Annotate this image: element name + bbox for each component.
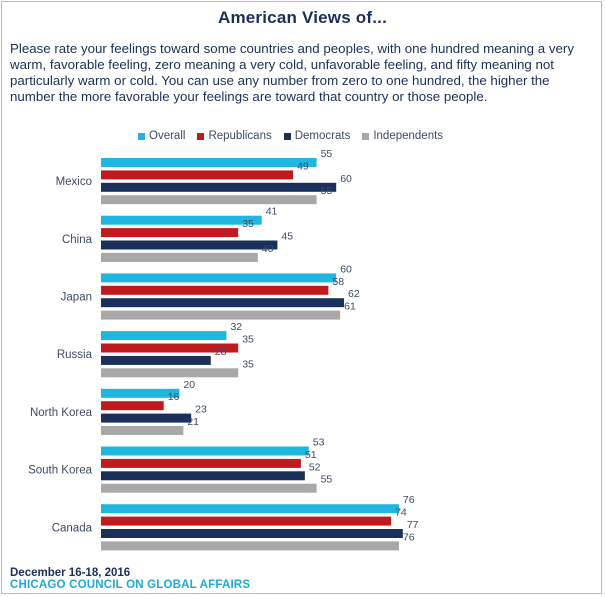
value-label-japan-democrats: 62 bbox=[348, 288, 360, 300]
legend-item-republicans: Republicans bbox=[197, 130, 272, 142]
legend-item-independents: Independents bbox=[362, 130, 443, 142]
bar-north-korea-republicans bbox=[101, 401, 164, 411]
value-label-russia-overall: 32 bbox=[230, 321, 242, 333]
bar-china-overall bbox=[101, 215, 262, 225]
legend-item-overall: Overall bbox=[138, 130, 185, 142]
legend-swatch-democrats bbox=[283, 132, 291, 140]
legend-label-overall: Overall bbox=[149, 130, 186, 142]
bar-north-korea-democrats bbox=[101, 413, 192, 423]
bar-south-korea-republicans bbox=[101, 458, 301, 468]
value-label-mexico-overall: 55 bbox=[321, 148, 333, 160]
value-label-south-korea-republicans: 51 bbox=[305, 449, 317, 461]
bar-south-korea-independents bbox=[101, 483, 317, 493]
value-label-japan-overall: 60 bbox=[340, 263, 352, 275]
footer-source: CHICAGO COUNCIL ON GLOBAL AFFAIRS bbox=[10, 579, 251, 591]
bar-canada-independents bbox=[101, 541, 399, 551]
bar-mexico-republicans bbox=[101, 170, 294, 180]
value-label-north-korea-independents: 21 bbox=[187, 416, 199, 428]
legend-label-independents: Independents bbox=[373, 130, 444, 142]
value-label-japan-independents: 61 bbox=[344, 301, 356, 313]
bar-japan-republicans bbox=[101, 285, 329, 295]
category-label-north-korea: North Korea bbox=[30, 407, 93, 419]
value-label-canada-republicans: 74 bbox=[395, 507, 407, 519]
bar-russia-independents bbox=[101, 368, 239, 378]
category-label-japan: Japan bbox=[61, 292, 92, 304]
value-label-russia-democrats: 28 bbox=[215, 346, 227, 358]
category-label-mexico: Mexico bbox=[56, 176, 92, 188]
value-label-china-overall: 41 bbox=[266, 206, 278, 218]
bar-russia-overall bbox=[101, 331, 227, 341]
category-label-china: China bbox=[62, 234, 93, 246]
value-label-canada-independents: 76 bbox=[403, 531, 415, 543]
value-label-mexico-independents: 55 bbox=[321, 185, 333, 197]
legend-swatch-independents bbox=[362, 132, 370, 140]
value-label-japan-republicans: 58 bbox=[332, 276, 344, 288]
bar-china-republicans bbox=[101, 228, 239, 238]
value-label-china-independents: 40 bbox=[262, 243, 274, 255]
value-label-canada-overall: 76 bbox=[403, 494, 415, 506]
value-label-north-korea-republicans: 16 bbox=[168, 391, 180, 403]
bar-japan-democrats bbox=[101, 298, 345, 308]
bar-russia-republicans bbox=[101, 343, 239, 353]
bar-mexico-overall bbox=[101, 158, 317, 167]
footer-date: December 16-18, 2016 bbox=[10, 567, 131, 579]
category-label-south-korea: South Korea bbox=[28, 465, 93, 477]
legend-swatch-overall bbox=[138, 132, 145, 140]
legend-item-democrats: Democrats bbox=[283, 130, 351, 142]
legend-swatch-republicans bbox=[197, 132, 205, 140]
value-label-canada-democrats: 77 bbox=[407, 519, 419, 531]
chart-title: American Views of... bbox=[217, 8, 388, 27]
bar-mexico-independents bbox=[101, 195, 317, 205]
value-label-russia-republicans: 35 bbox=[242, 334, 254, 346]
value-label-mexico-democrats: 60 bbox=[340, 173, 352, 185]
chart-subtitle: Please rate your feelings toward some co… bbox=[10, 41, 574, 104]
legend-label-republicans: Republicans bbox=[208, 130, 272, 142]
bar-canada-democrats bbox=[101, 529, 403, 538]
value-label-north-korea-overall: 20 bbox=[183, 379, 195, 391]
category-label-canada: Canada bbox=[52, 522, 93, 534]
chart-legend: Overall Republicans Democrats Independen… bbox=[138, 128, 455, 144]
legend-label-democrats: Democrats bbox=[294, 130, 351, 142]
bar-china-democrats bbox=[101, 240, 278, 250]
bar-south-korea-overall bbox=[101, 446, 309, 456]
category-label-russia: Russia bbox=[57, 349, 93, 361]
value-label-china-democrats: 45 bbox=[281, 231, 293, 243]
bar-canada-republicans bbox=[101, 516, 392, 526]
value-label-mexico-republicans: 49 bbox=[297, 160, 309, 172]
bar-north-korea-overall bbox=[101, 388, 180, 398]
value-label-north-korea-democrats: 23 bbox=[195, 404, 207, 416]
bar-japan-independents bbox=[101, 310, 341, 320]
value-label-china-republicans: 35 bbox=[242, 218, 254, 230]
bar-japan-overall bbox=[101, 273, 337, 283]
value-label-south-korea-democrats: 52 bbox=[309, 461, 321, 473]
bar-russia-democrats bbox=[101, 355, 211, 365]
value-label-south-korea-overall: 53 bbox=[313, 437, 325, 449]
value-label-south-korea-independents: 55 bbox=[321, 474, 333, 486]
bar-south-korea-democrats bbox=[101, 471, 305, 481]
bar-canada-overall bbox=[101, 504, 399, 514]
bar-north-korea-independents bbox=[101, 426, 184, 435]
bar-mexico-democrats bbox=[101, 182, 337, 192]
value-label-russia-independents: 35 bbox=[242, 358, 254, 370]
bar-china-independents bbox=[101, 252, 258, 262]
